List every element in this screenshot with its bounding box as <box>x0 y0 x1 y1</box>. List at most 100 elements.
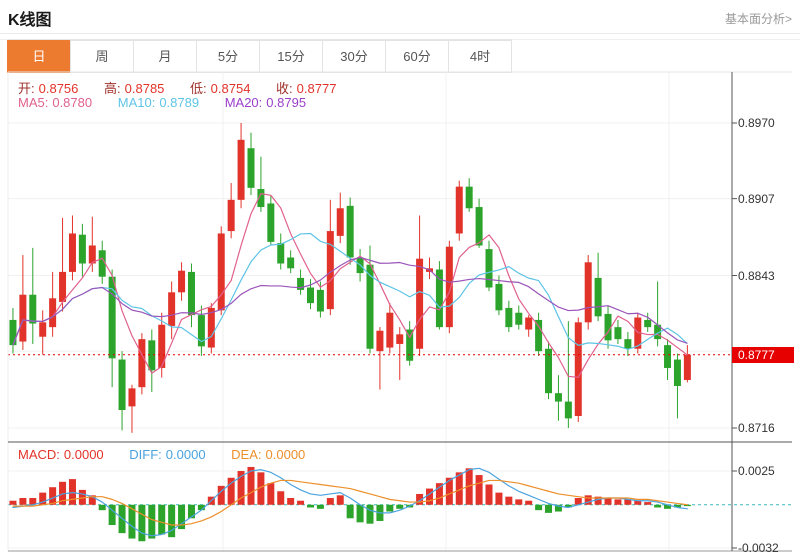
low-pair: 低: 0.8754 <box>190 81 251 96</box>
macd-hist-bar <box>237 471 245 505</box>
candle-body-down <box>9 319 17 346</box>
candle-body-down <box>515 312 523 325</box>
close-pair: 收: 0.8777 <box>276 81 337 96</box>
candle-body-down <box>664 345 672 368</box>
macd-hist-bar <box>98 504 106 511</box>
candle-body-down <box>594 277 602 317</box>
macd-legend: MACD: 0.0000 DIFF: 0.0000 DEA: 0.0000 <box>18 447 327 462</box>
candle-body-up <box>88 245 96 264</box>
macd-hist-bar <box>217 485 225 505</box>
candle-body-down <box>435 269 443 328</box>
candle-body-down <box>564 401 572 419</box>
candle-body-up <box>128 388 136 407</box>
candle-body-down <box>247 148 255 188</box>
macd-hist-bar <box>564 504 572 508</box>
candle-body-up <box>326 231 334 310</box>
macd-hist-bar <box>287 498 295 505</box>
macd-hist-bar <box>624 499 632 505</box>
ma-legend: MA5: 0.8780 MA10: 0.8789 MA20: 0.8795 <box>18 95 328 110</box>
macd-hist-bar <box>108 504 116 526</box>
candle-body-up <box>217 233 225 311</box>
tab-60min[interactable]: 60分 <box>385 40 449 73</box>
candle-body-down <box>287 257 295 269</box>
macd-hist-bar <box>78 489 86 505</box>
macd-hist-bar <box>634 500 642 505</box>
ma10-line <box>12 232 688 350</box>
diff-pair: DIFF: 0.0000 <box>129 447 206 462</box>
macd-hist-bar <box>227 477 235 505</box>
macd-hist-bar <box>485 484 493 505</box>
candle-body-down <box>148 340 156 371</box>
candle-body-down <box>297 277 305 290</box>
macd-hist-bar <box>455 472 463 505</box>
macd-hist-bar <box>435 483 443 505</box>
candle-body-up <box>158 324 166 368</box>
macd-hist-bar <box>366 504 374 524</box>
candle-body-down <box>316 289 324 312</box>
candle-body-down <box>406 329 414 361</box>
fundamental-analysis-link[interactable]: 基本面分析> <box>724 12 792 26</box>
macd-hist-bar <box>574 498 582 505</box>
macd-hist-bar <box>158 504 166 535</box>
candle-body-up <box>584 262 592 323</box>
candle-body-down <box>475 207 483 246</box>
candle-body-up <box>207 307 215 348</box>
price-axis-label: 0.8843 <box>738 268 775 283</box>
tab-15min[interactable]: 15分 <box>259 40 323 73</box>
candle-body-down <box>277 243 285 264</box>
ma20-pair: MA20: 0.8795 <box>224 95 307 110</box>
candle-body-up <box>178 270 186 293</box>
price-axis-label: 0.8716 <box>738 421 775 435</box>
macd-hist-bar <box>535 504 543 511</box>
candle-body-up <box>168 292 176 326</box>
macd-hist-bar <box>515 499 523 505</box>
ma5-line <box>12 193 688 378</box>
candle-body-down <box>495 283 503 311</box>
candle-body-down <box>78 234 86 264</box>
ma5-pair: MA5: 0.8780 <box>18 95 93 110</box>
macd-hist-bar <box>673 504 681 508</box>
candle-body-up <box>445 246 453 328</box>
candle-body-up <box>416 258 424 349</box>
candle-body-up <box>376 330 384 352</box>
ma20-line <box>12 256 688 346</box>
candle-body-down <box>614 327 622 340</box>
candle-body-down <box>654 324 662 340</box>
macd-hist-bar <box>644 502 652 505</box>
macd-hist-bar <box>88 495 96 505</box>
candle-body-up <box>455 186 463 234</box>
candle-body-up <box>68 233 76 272</box>
macd-hist-bar <box>396 504 404 509</box>
tab-4hour[interactable]: 4时 <box>448 40 512 73</box>
macd-hist-bar <box>197 504 205 511</box>
candle-body-down <box>108 276 116 359</box>
candle-body-up <box>634 317 642 349</box>
macd-hist-bar <box>168 504 176 538</box>
candle-body-up <box>39 322 47 337</box>
candle-body-down <box>545 348 553 394</box>
candle-body-up <box>59 271 67 302</box>
macd-hist-bar <box>426 488 434 505</box>
macd-hist-bar <box>257 472 265 505</box>
candle-body-down <box>465 186 473 209</box>
high-pair: 高: 0.8785 <box>104 81 165 96</box>
macd-axis-label: 0.0025 <box>738 464 775 478</box>
macd-hist-bar <box>505 496 513 505</box>
macd-hist-bar <box>495 492 503 505</box>
tab-day[interactable]: 日 <box>7 40 71 73</box>
macd-hist-bar <box>545 504 553 513</box>
macd-hist-bar <box>445 477 453 505</box>
macd-hist-bar <box>59 481 67 505</box>
candle-body-down <box>673 359 681 386</box>
candle-body-up <box>138 339 146 388</box>
macd-hist-bar <box>49 487 57 505</box>
candle-body-up <box>386 312 394 348</box>
macd-hist-bar <box>554 504 562 512</box>
macd-hist-bar <box>525 500 533 505</box>
candle-body-down <box>267 203 275 242</box>
candle-body-down <box>624 339 632 349</box>
macd-hist-bar <box>604 498 612 505</box>
macd-hist-bar <box>148 504 156 539</box>
